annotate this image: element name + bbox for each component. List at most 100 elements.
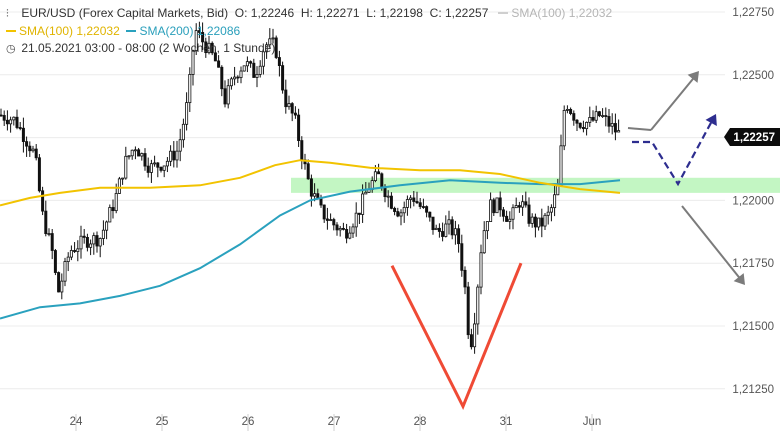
candle	[92, 232, 96, 255]
candle	[300, 136, 304, 170]
candle-body	[325, 218, 329, 221]
candle	[204, 37, 208, 58]
chart-legend: ⫶ EUR/USD (Forex Capital Markets, Bid) O…	[6, 5, 612, 58]
candle-body	[220, 66, 224, 90]
candle-body	[21, 127, 25, 142]
scenario-dashed-arrow	[632, 118, 714, 187]
candle	[498, 191, 502, 217]
candle-body	[415, 201, 419, 204]
sma100-value: 1,22032	[76, 24, 120, 38]
candle-body	[610, 123, 614, 127]
candle-body	[207, 42, 211, 54]
candle	[252, 58, 256, 78]
candle-body	[181, 123, 185, 141]
candle-body	[98, 238, 102, 247]
candle	[153, 155, 157, 167]
candle-body	[226, 85, 230, 105]
candle	[434, 224, 438, 231]
candle-body	[559, 145, 563, 187]
candle	[569, 107, 573, 116]
legend-datetime: 21.05.2021 03:00 - 08:00	[21, 41, 156, 55]
candle-body	[5, 119, 9, 125]
candle	[479, 244, 483, 295]
candle	[357, 212, 361, 224]
open-label: O:	[234, 6, 248, 20]
candle-body	[15, 116, 19, 128]
candle-body	[479, 252, 483, 288]
candle-body	[521, 201, 525, 208]
candle-body	[329, 219, 333, 221]
candle	[31, 145, 35, 153]
candle-body	[373, 171, 377, 181]
candle-body	[585, 121, 589, 130]
candle-body	[431, 216, 435, 231]
candle-body	[405, 199, 409, 208]
candle	[309, 174, 313, 207]
candle-body	[482, 230, 486, 254]
candle	[201, 22, 205, 51]
candle-body	[562, 110, 566, 147]
clock-icon: ◷	[6, 43, 16, 55]
candle	[399, 209, 403, 226]
candle-body	[450, 219, 454, 236]
candle-body	[498, 197, 502, 211]
candle-body	[444, 223, 448, 237]
candle	[127, 155, 131, 160]
candle	[409, 195, 413, 209]
candle-body	[175, 150, 179, 161]
candle-body	[581, 126, 585, 130]
candle-body	[133, 149, 137, 152]
candle	[5, 110, 9, 131]
candle-body	[437, 227, 441, 232]
candle	[505, 210, 509, 222]
v-pattern-line	[390, 262, 523, 411]
low-label: L:	[366, 6, 377, 20]
candle-body	[265, 44, 269, 53]
candle-body	[604, 115, 608, 117]
candle	[28, 141, 32, 157]
candle-body	[341, 227, 345, 230]
candle	[47, 228, 51, 237]
candle-body	[149, 163, 153, 173]
candle-body	[418, 202, 422, 207]
candle-body	[383, 186, 387, 198]
candle	[508, 211, 512, 230]
candle-body	[514, 205, 518, 209]
candle-body	[153, 162, 157, 165]
candle	[607, 109, 611, 133]
candle	[41, 186, 45, 216]
candle-body	[34, 148, 38, 159]
candle	[511, 204, 515, 230]
candle	[159, 166, 163, 173]
candle-body	[277, 57, 281, 66]
legend-period: (2 Wochen, 1 Stunde)	[158, 41, 276, 55]
candle-body	[569, 108, 573, 114]
candle-body	[485, 221, 489, 232]
candle-body	[508, 218, 512, 222]
candle-body	[79, 235, 83, 250]
candle-body	[546, 211, 550, 216]
candle	[143, 148, 147, 171]
candle-body	[41, 190, 45, 212]
candle	[60, 273, 64, 300]
candle-body	[354, 212, 358, 228]
candle-body	[233, 76, 237, 80]
candle	[133, 146, 137, 160]
candle-body	[421, 206, 425, 208]
candle-body	[530, 216, 534, 224]
candle	[293, 106, 297, 119]
candle	[473, 312, 477, 354]
candle	[617, 119, 621, 133]
sma100-faded-swatch	[498, 11, 509, 14]
candle	[517, 201, 521, 213]
candle	[191, 49, 195, 86]
candle-body	[476, 286, 480, 325]
candle	[335, 222, 339, 236]
candle	[418, 197, 422, 210]
candle	[495, 197, 499, 214]
candle	[332, 217, 336, 231]
candle	[537, 217, 541, 231]
candle-body	[25, 141, 29, 147]
candle	[425, 205, 429, 218]
